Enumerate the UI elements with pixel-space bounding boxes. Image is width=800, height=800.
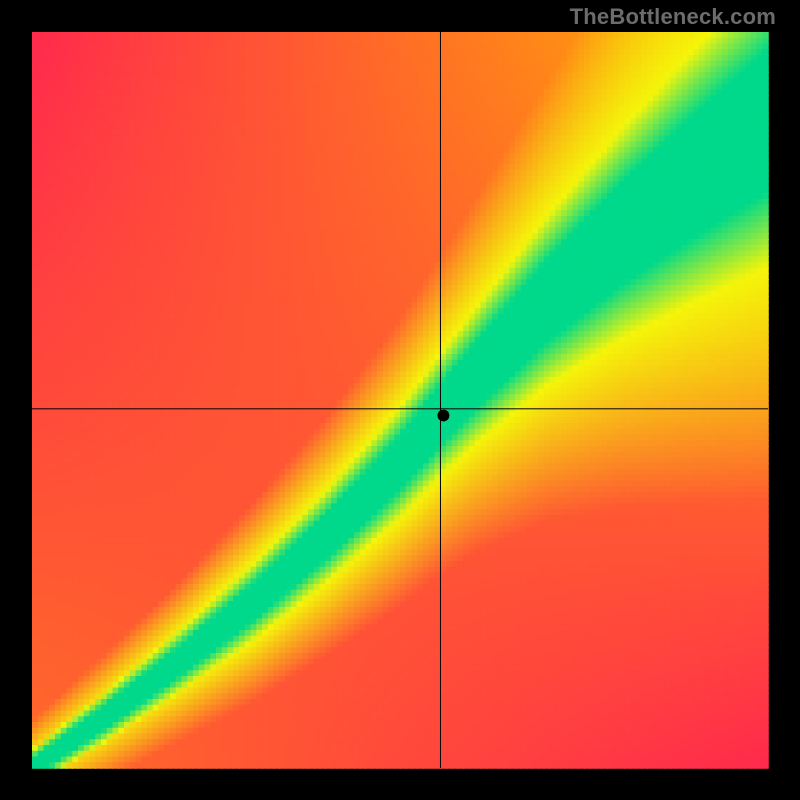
bottleneck-heatmap-container: TheBottleneck.com: [0, 0, 800, 800]
heatmap-canvas: [0, 0, 800, 800]
watermark-label: TheBottleneck.com: [570, 4, 776, 30]
